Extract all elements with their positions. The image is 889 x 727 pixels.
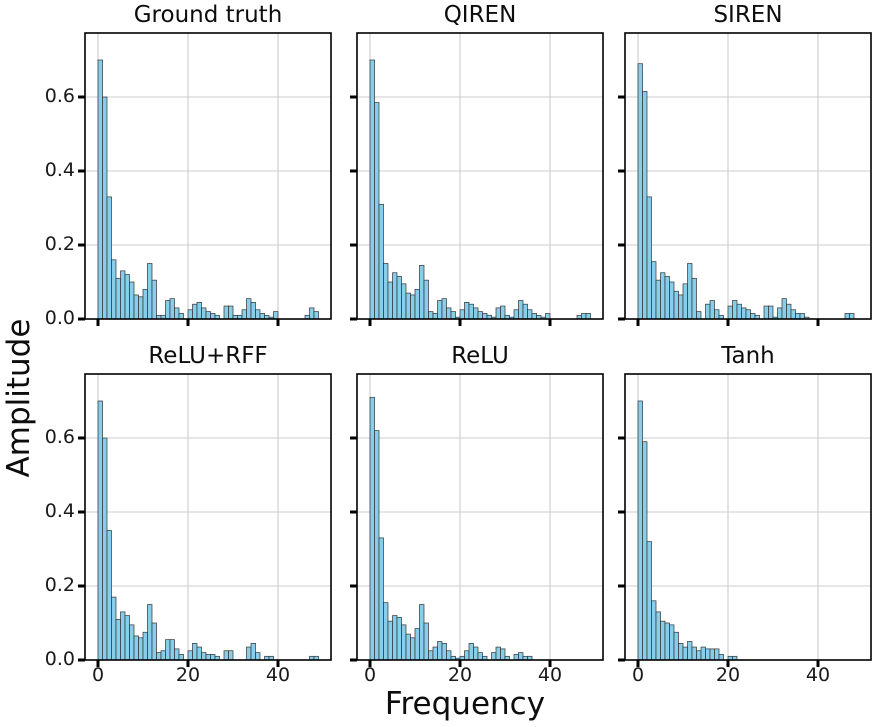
subplot-title: ReLU+RFF [148,343,268,369]
y-tick-label: 0.0 [44,648,75,670]
histogram-plot-relu [350,373,604,667]
histogram-plot-tanh [618,373,872,667]
histogram-plot-ground-truth [78,32,332,326]
y-tick-label: 0.0 [44,307,75,329]
y-tick-label: 0.4 [44,500,75,522]
y-axis-label: Amplitude [1,318,37,478]
subplot-qiren: QIREN [350,2,604,326]
x-tick-label: 20 [447,664,473,686]
x-tick-label: 40 [805,664,831,686]
y-tick-label: 0.2 [44,233,75,255]
x-tick-label: 20 [715,664,741,686]
x-tick-label: 0 [363,664,377,686]
subplot-siren: SIREN [618,2,872,326]
histogram-plot-relu-rff [78,373,332,667]
y-tick-label: 0.6 [44,85,75,107]
subplot-ground-truth: Ground truth [78,2,332,326]
x-axis-label: Frequency [384,686,546,722]
subplot-title: Tanh [721,343,775,369]
x-tick-label: 40 [265,664,291,686]
y-tick-label: 0.2 [44,574,75,596]
x-tick-label: 40 [537,664,563,686]
subplot-title: SIREN [713,2,783,28]
histogram-plot-siren [618,32,872,326]
subplot-title: Ground truth [133,2,283,28]
y-tick-label: 0.6 [44,426,75,448]
subplot-relu-rff: ReLU+RFF [78,343,332,667]
subplot-relu: ReLU [350,343,604,667]
subplot-title: QIREN [443,2,517,28]
y-tick-label: 0.4 [44,159,75,181]
subplot-title: ReLU [451,343,509,369]
histogram-plot-qiren [350,32,604,326]
x-tick-label: 20 [175,664,201,686]
x-tick-label: 0 [631,664,645,686]
x-tick-label: 0 [91,664,105,686]
subplot-tanh: Tanh [618,343,872,667]
